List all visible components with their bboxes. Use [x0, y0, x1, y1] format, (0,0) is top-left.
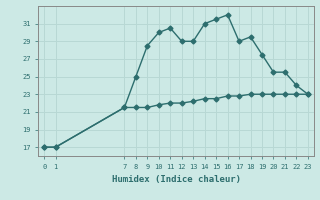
- X-axis label: Humidex (Indice chaleur): Humidex (Indice chaleur): [111, 175, 241, 184]
